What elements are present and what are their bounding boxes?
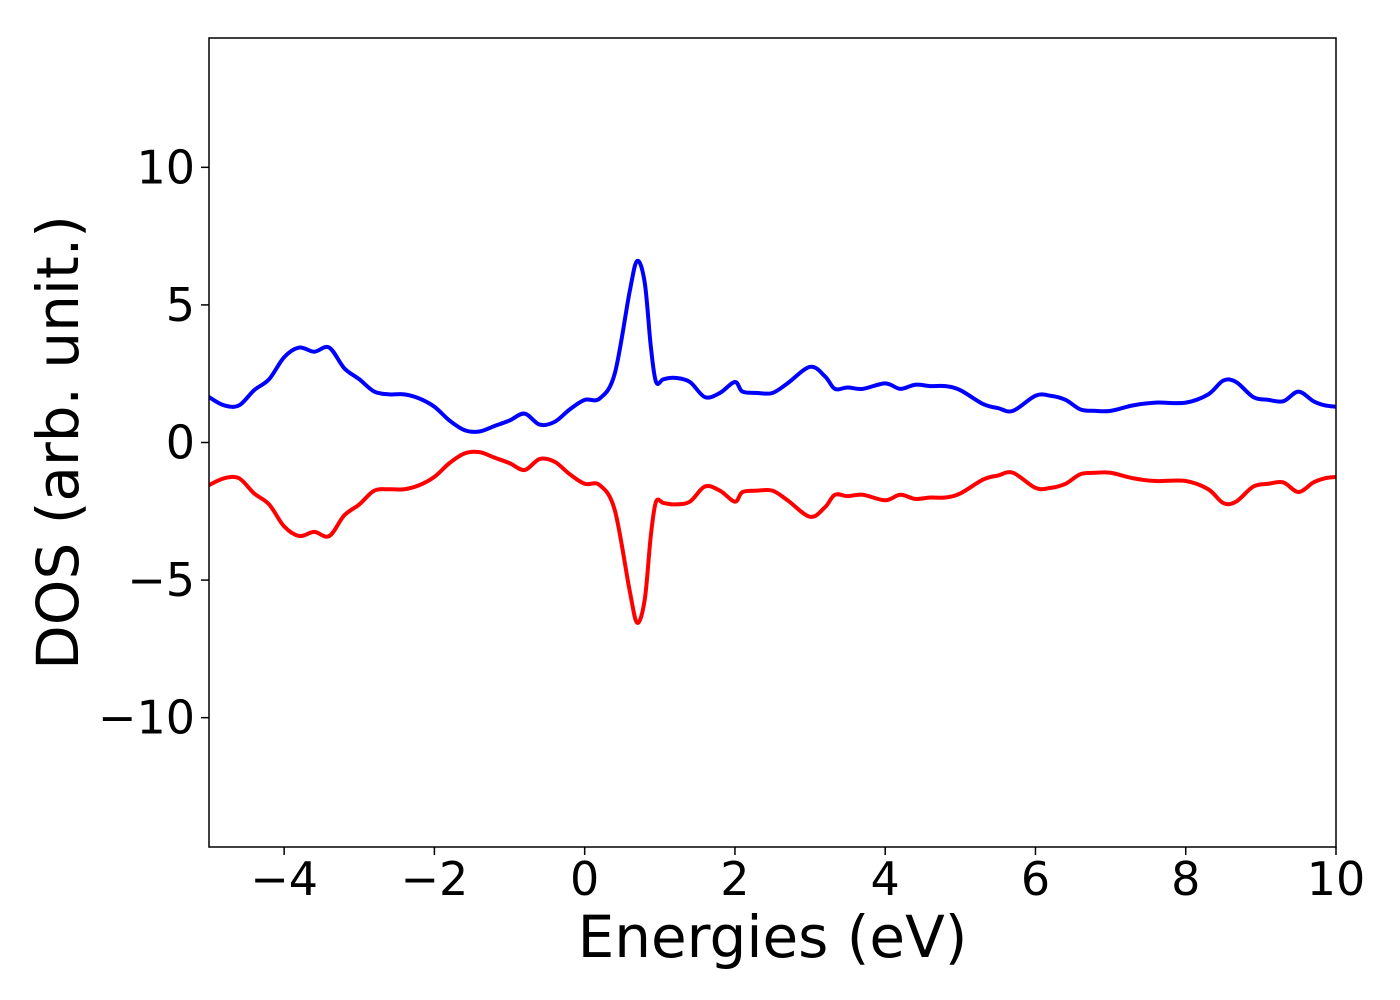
series-layer <box>209 258 1336 625</box>
y-tick-label: −10 <box>98 691 195 745</box>
y-tick-label: 0 <box>166 416 195 470</box>
x-axis-label: Energies (eV) <box>578 903 968 971</box>
y-tick-label: 5 <box>166 278 195 332</box>
y-axis-label: DOS (arb. unit.) <box>24 215 92 670</box>
x-tick-label: −2 <box>400 852 468 906</box>
x-tick-label: 4 <box>871 852 900 906</box>
x-tick-label: −4 <box>250 852 318 906</box>
plot-frame <box>208 37 1337 848</box>
x-tick-label: 0 <box>570 852 599 906</box>
x-tick-label: 8 <box>1171 852 1200 906</box>
series-line-blue <box>209 258 1336 434</box>
x-tick-label: 10 <box>1307 852 1366 906</box>
x-tick-label: 6 <box>1021 852 1050 906</box>
x-axis-ticks: −4 −2 0 2 4 6 8 10 <box>250 847 1365 906</box>
y-tick-label: −5 <box>127 553 195 607</box>
y-axis-ticks: −10 −5 0 5 10 <box>98 140 209 745</box>
series-line-red <box>209 449 1336 625</box>
x-tick-label: 2 <box>720 852 749 906</box>
y-tick-label: 10 <box>136 140 195 194</box>
